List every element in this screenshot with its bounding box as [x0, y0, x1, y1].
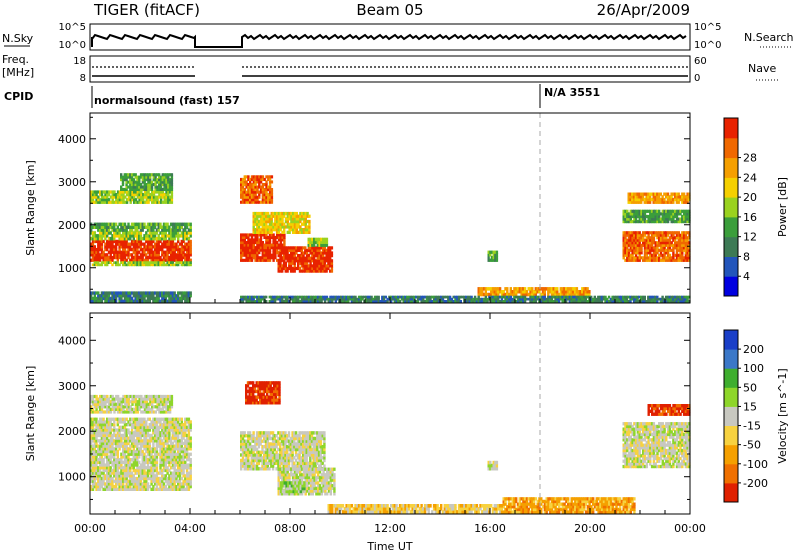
heatmap-cell [331, 246, 333, 249]
date-title: 26/Apr/2009 [597, 1, 690, 19]
nsky-trace [92, 35, 686, 47]
freq-tick-top: 18 [73, 56, 86, 67]
y-tick-label: 2000 [58, 219, 86, 232]
heatmap-cell [308, 215, 310, 218]
heatmap-cell [496, 251, 498, 254]
heatmap-cell [190, 223, 192, 227]
nsky-tick-bottom: 10^0 [59, 40, 86, 51]
power-heatmap [90, 173, 691, 303]
power-panel-frame [90, 113, 690, 303]
heatmap-cell [271, 180, 273, 183]
colorbar-swatch [724, 217, 738, 237]
heatmap-cell [271, 188, 273, 191]
colorbar-swatch [724, 158, 738, 178]
nsearch-tick-bottom: 10^0 [694, 40, 721, 51]
heatmap-cell [265, 296, 267, 299]
nave-tick-bottom: 0 [694, 73, 700, 84]
colorbar-tick-label: 16 [743, 211, 757, 224]
heatmap-cell [171, 173, 173, 176]
y-tick-label: 3000 [58, 176, 86, 189]
colorbar-swatch [724, 276, 738, 296]
y-tick-label: 4000 [58, 133, 86, 146]
cpid-segment-1: normalsound (fast) 157 [94, 94, 240, 107]
heatmap-cell [460, 300, 462, 303]
colorbar-tick-label: 28 [743, 152, 757, 165]
nsky-tick-top: 10^5 [59, 22, 86, 33]
colorbar-tick-label: 24 [743, 171, 757, 184]
heatmap-cell [190, 261, 192, 264]
power-colorbar: 4 8 12 16 20 24 28 [724, 118, 757, 297]
colorbar-swatch [724, 197, 738, 217]
colorbar-swatch [724, 237, 738, 257]
power-y-axis-label: Slant Range [km] [24, 160, 37, 256]
colorbar-tick-label: 20 [743, 191, 757, 204]
heatmap-cell [331, 251, 333, 254]
heatmap-cell [271, 175, 273, 178]
cpid-segment-2: N/A 3551 [544, 86, 600, 99]
heatmap-cell [308, 220, 310, 223]
colorbar-swatch [724, 138, 738, 158]
heatmap-cell [506, 287, 508, 291]
nsearch-label: N.Search [744, 31, 794, 44]
nsky-label: N.Sky [2, 32, 34, 45]
colorbar-swatch [724, 177, 738, 197]
nave-tick-top: 60 [694, 56, 707, 67]
nave-label: Nave [748, 62, 776, 75]
heatmap-cell [326, 238, 328, 242]
heatmap-cell [378, 296, 380, 299]
colorbar-swatch [724, 118, 738, 138]
cpid-label: CPID [4, 90, 33, 103]
colorbar-swatch [724, 256, 738, 276]
freq-tick-bottom: 8 [80, 73, 86, 84]
nsearch-tick-top: 10^5 [694, 22, 721, 33]
power-colorbar-label: Power [dB] [776, 177, 789, 237]
beam-title: Beam 05 [356, 1, 423, 19]
heatmap-cell [644, 296, 646, 299]
heatmap-cell [588, 290, 590, 294]
heatmap-cell [190, 291, 192, 294]
station-title: TIGER (fitACF) [93, 1, 200, 19]
heatmap-cell [331, 259, 333, 262]
y-tick-label: 1000 [58, 262, 86, 275]
colorbar-tick-label: 4 [743, 270, 750, 283]
freq-label-line2: [MHz] [2, 66, 34, 79]
freq-strip-frame [90, 56, 690, 82]
velocity-heatmap [90, 381, 691, 514]
heatmap-cell [556, 287, 558, 291]
nsky-strip-frame [90, 24, 690, 50]
colorbar-tick-label: 12 [743, 231, 757, 244]
colorbar-tick-label: 8 [743, 250, 750, 263]
freq-label-line1: Freq. [2, 53, 29, 66]
